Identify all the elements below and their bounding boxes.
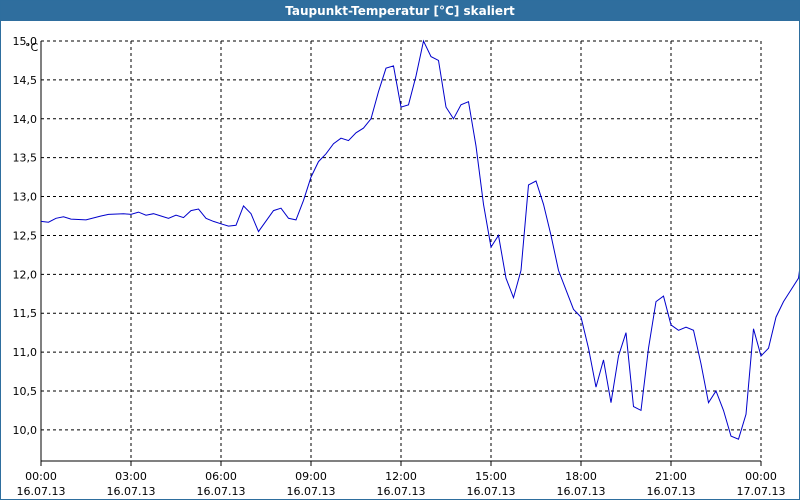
y-tick-label: 12,0 bbox=[13, 268, 38, 281]
x-tick-time-label: 09:00 bbox=[295, 470, 327, 483]
y-tick-label: 11,0 bbox=[13, 346, 38, 359]
y-tick-label: 14,5 bbox=[13, 74, 38, 87]
y-tick-label: 13,0 bbox=[13, 191, 38, 204]
x-tick-date-label: 16.07.13 bbox=[17, 485, 66, 498]
chart-title: Taupunkt-Temperatur [°C] skaliert bbox=[1, 1, 799, 21]
x-tick-date-label: 16.07.13 bbox=[557, 485, 606, 498]
x-tick-date-label: 16.07.13 bbox=[377, 485, 426, 498]
x-tick-date-label: 16.07.13 bbox=[467, 485, 516, 498]
x-tick-time-label: 18:00 bbox=[565, 470, 597, 483]
x-tick-date-label: 16.07.13 bbox=[287, 485, 336, 498]
y-tick-label: 10,0 bbox=[13, 424, 38, 437]
y-axis-unit-label: °C bbox=[25, 41, 39, 54]
y-tick-label: 15,0 bbox=[13, 35, 38, 48]
x-tick-date-label: 16.07.13 bbox=[647, 485, 696, 498]
y-axis-ticks: 15,0 14,5 14,0 13,5 13,0 12,5 12,0 11,5 11,0 10,5… bbox=[13, 35, 39, 437]
y-tick-label: 10,5 bbox=[13, 385, 38, 398]
x-tick-time-label: 03:00 bbox=[115, 470, 147, 483]
y-tick-label: 11,5 bbox=[13, 307, 38, 320]
x-tick-date-label: 16.07.13 bbox=[107, 485, 156, 498]
x-tick-time-label: 00:00 bbox=[25, 470, 57, 483]
series-layer bbox=[40, 39, 799, 440]
grid-lines bbox=[41, 40, 761, 461]
x-tick-time-label: 15:00 bbox=[475, 470, 507, 483]
x-axis-ticks: 00:00 16.07.13 03:00 16.07.13 06:00 16.07.13 0… bbox=[17, 461, 786, 498]
y-tick-label: 13,5 bbox=[13, 152, 38, 165]
x-tick-date-label: 17.07.13 bbox=[737, 485, 786, 498]
x-tick-time-label: 00:00 bbox=[745, 470, 777, 483]
series-line bbox=[40, 39, 799, 440]
x-tick-time-label: 12:00 bbox=[385, 470, 417, 483]
y-tick-label: 12,5 bbox=[13, 229, 38, 242]
y-tick-label: 14,0 bbox=[13, 113, 38, 126]
x-tick-time-label: 21:00 bbox=[655, 470, 687, 483]
x-tick-time-label: 06:00 bbox=[205, 470, 237, 483]
x-tick-date-label: 16.07.13 bbox=[197, 485, 246, 498]
